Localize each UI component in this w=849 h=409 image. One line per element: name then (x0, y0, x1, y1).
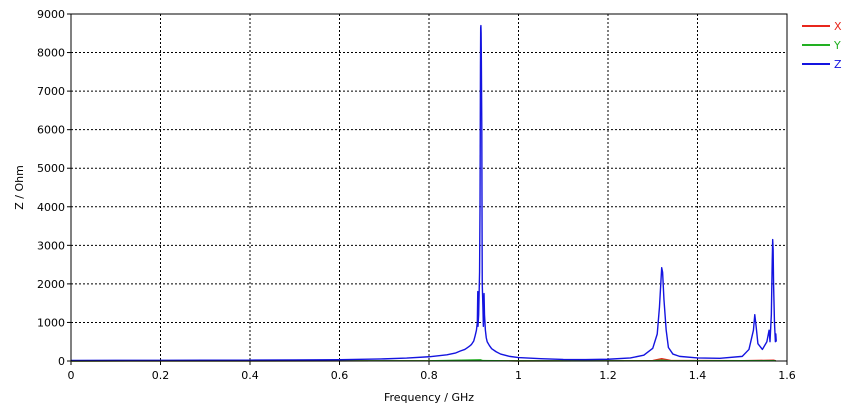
y-tick-label: 5000 (37, 162, 65, 175)
x-tick-label: 1.4 (689, 369, 707, 382)
y-tick-label: 8000 (37, 47, 65, 60)
x-tick-label: 1.6 (778, 369, 796, 382)
y-tick-label: 7000 (37, 85, 65, 98)
y-tick-label: 2000 (37, 278, 65, 291)
x-tick-labels: 0 0.2 0.4 0.6 0.8 1 1.2 1.4 1.6 (68, 369, 796, 382)
plot-frame (70, 13, 788, 362)
x-tick-label: 0.2 (152, 369, 170, 382)
series-layer (70, 24, 777, 362)
legend-label-x: X (834, 20, 842, 33)
y-tick-labels: 0 1000 2000 3000 4000 5000 6000 7000 8000 9000 (37, 8, 65, 368)
y-tick-label: 1000 (37, 316, 65, 329)
series-z-line (70, 24, 777, 362)
x-tick-label: 1.2 (599, 369, 617, 382)
x-tick-label: 0 (68, 369, 75, 382)
x-tick-label: 0.6 (331, 369, 349, 382)
y-tick-label: 9000 (37, 8, 65, 21)
x-tick-label: 0.4 (241, 369, 259, 382)
legend: XYZ (802, 20, 842, 71)
y-tick-label: 3000 (37, 239, 65, 252)
y-tick-label: 4000 (37, 201, 65, 214)
y-tick-label: 6000 (37, 124, 65, 137)
y-axis-title: Z / Ohm (13, 165, 26, 210)
x-axis-title: Frequency / GHz (384, 391, 474, 404)
legend-label-z: Z (834, 58, 842, 71)
x-tick-label: 1 (515, 369, 522, 382)
x-tick-label: 0.8 (420, 369, 438, 382)
legend-label-y: Y (833, 39, 841, 52)
y-tick-label: 0 (58, 355, 65, 368)
grid (67, 13, 788, 365)
